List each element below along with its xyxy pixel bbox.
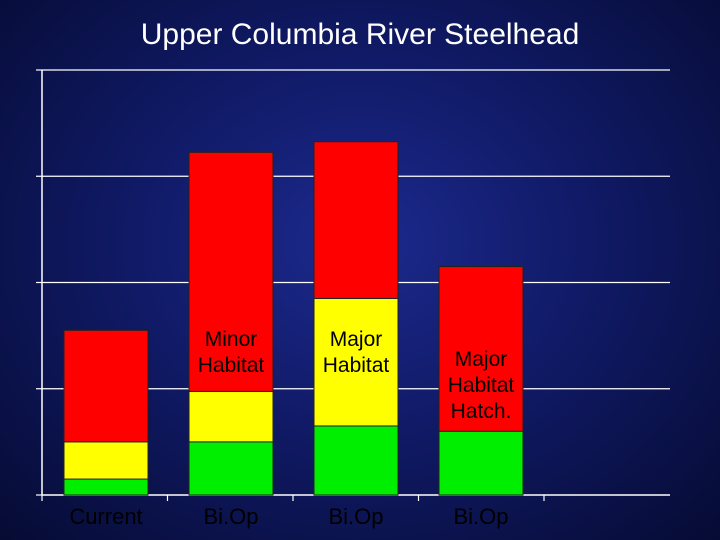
bar-1-segment-2 xyxy=(188,151,274,392)
bar-2-segment-0 xyxy=(313,425,399,496)
segment-label-1-1: Habitat xyxy=(198,354,265,377)
x-tick-label-1: Bi.Op xyxy=(203,504,258,529)
segment-label-3-2: Hatch. xyxy=(451,400,512,423)
bar-0-segment-0 xyxy=(63,478,149,496)
bar-2-segment-2 xyxy=(313,141,399,299)
bar-2-segment-1 xyxy=(313,297,399,427)
segment-label-3-1: Habitat xyxy=(448,374,515,397)
bar-0-segment-1 xyxy=(63,441,149,480)
x-tick-label-2: Bi.Op xyxy=(328,504,383,529)
bar-3-segment-0 xyxy=(438,430,524,496)
x-tick-label-0: Current xyxy=(69,504,142,529)
bar-1-segment-1 xyxy=(188,390,274,443)
segment-label-2-1: Habitat xyxy=(323,354,390,377)
x-tick-label-3: Bi.Op xyxy=(453,504,508,529)
bar-1-segment-0 xyxy=(188,441,274,496)
bar-3-segment-2 xyxy=(438,266,524,432)
chart-title: Upper Columbia River Steelhead xyxy=(140,18,580,51)
segment-label-1-0: Minor xyxy=(205,328,258,351)
segment-label-3-0: Major xyxy=(455,348,508,371)
segment-label-2-0: Major xyxy=(330,328,383,351)
bar-0-segment-2 xyxy=(63,329,149,443)
